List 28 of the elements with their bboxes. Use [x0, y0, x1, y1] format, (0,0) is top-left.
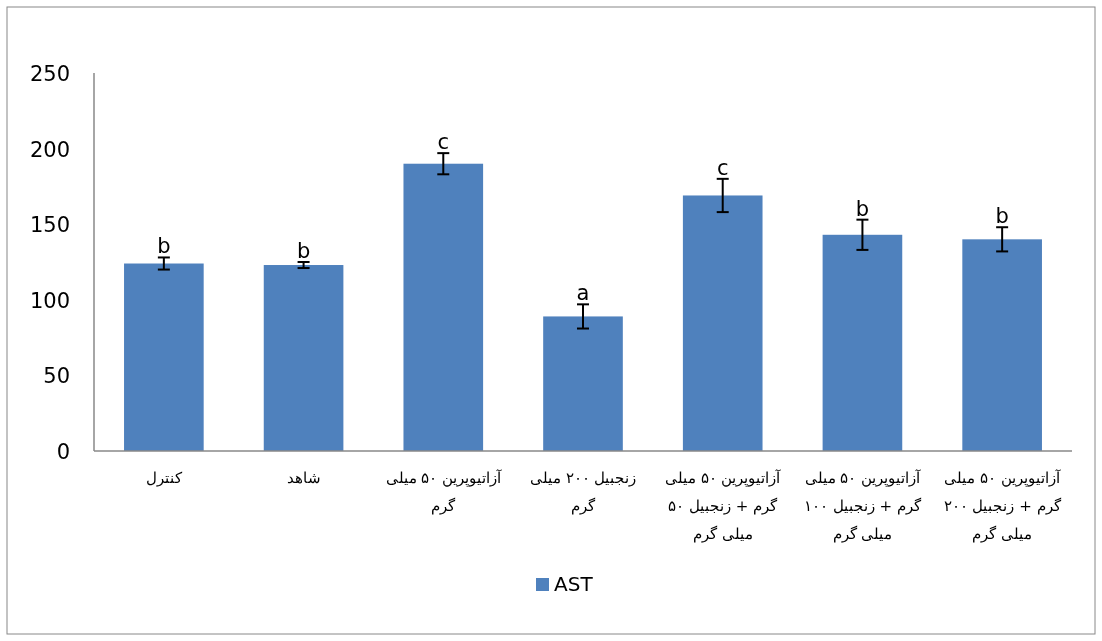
x-tick-label: آزاتیوپرین ۵۰ میلی گرم + زنجبیل ۱۰۰ میلی گرم [803, 469, 922, 543]
legend-label: AST [554, 572, 594, 596]
bar [962, 239, 1042, 451]
annotation: b [296, 239, 311, 263]
bar [403, 163, 484, 451]
annotation: b [995, 204, 1009, 229]
x-tick-label: آزاتیوپرین ۵۰ میلی گرم + زنجبیل ۲۰۰ میلی گرم [943, 469, 1062, 543]
y-tick-label: 150 [29, 213, 70, 238]
y-tick-label: 100 [29, 288, 70, 313]
annotation: b [855, 196, 870, 221]
bar [543, 316, 623, 451]
x-tick-label: آزاتیوپرین ۵۰ میلی گرم [385, 469, 503, 515]
y-tick-label: 50 [43, 364, 70, 389]
annotation: a [576, 281, 590, 306]
annotation: b [157, 234, 171, 259]
bar [124, 263, 204, 451]
x-tick-label: آزاتیوپرین ۵۰ میلی گرم + زنجبیل ۵۰ میلی گرم [664, 469, 782, 543]
x-tick-label: کنترل [145, 469, 183, 487]
y-tick-label: 0 [56, 440, 70, 464]
annotation: c [437, 130, 450, 155]
y-tick-label: 200 [29, 137, 70, 162]
bar [263, 265, 344, 451]
y-tick-label: 250 [29, 62, 70, 86]
bar [822, 234, 903, 451]
x-tick-label: شاهد [286, 469, 321, 487]
annotation: c [716, 155, 729, 180]
x-tick-label: زنجبیل ۲۰۰ میلی گرم [529, 469, 637, 515]
bar [682, 195, 763, 451]
